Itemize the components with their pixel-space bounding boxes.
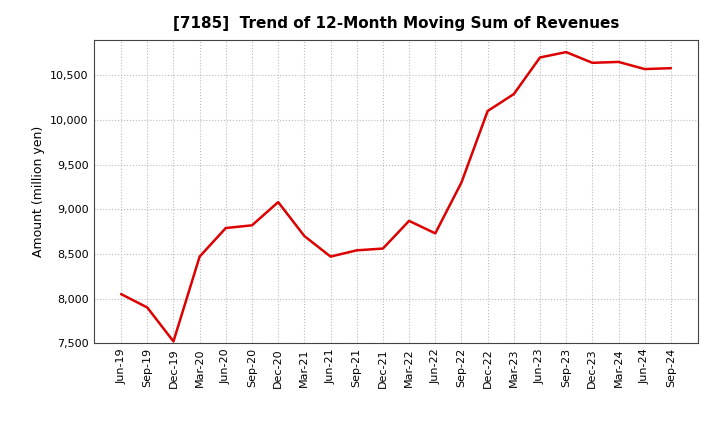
Y-axis label: Amount (million yen): Amount (million yen) <box>32 126 45 257</box>
Title: [7185]  Trend of 12-Month Moving Sum of Revenues: [7185] Trend of 12-Month Moving Sum of R… <box>173 16 619 32</box>
